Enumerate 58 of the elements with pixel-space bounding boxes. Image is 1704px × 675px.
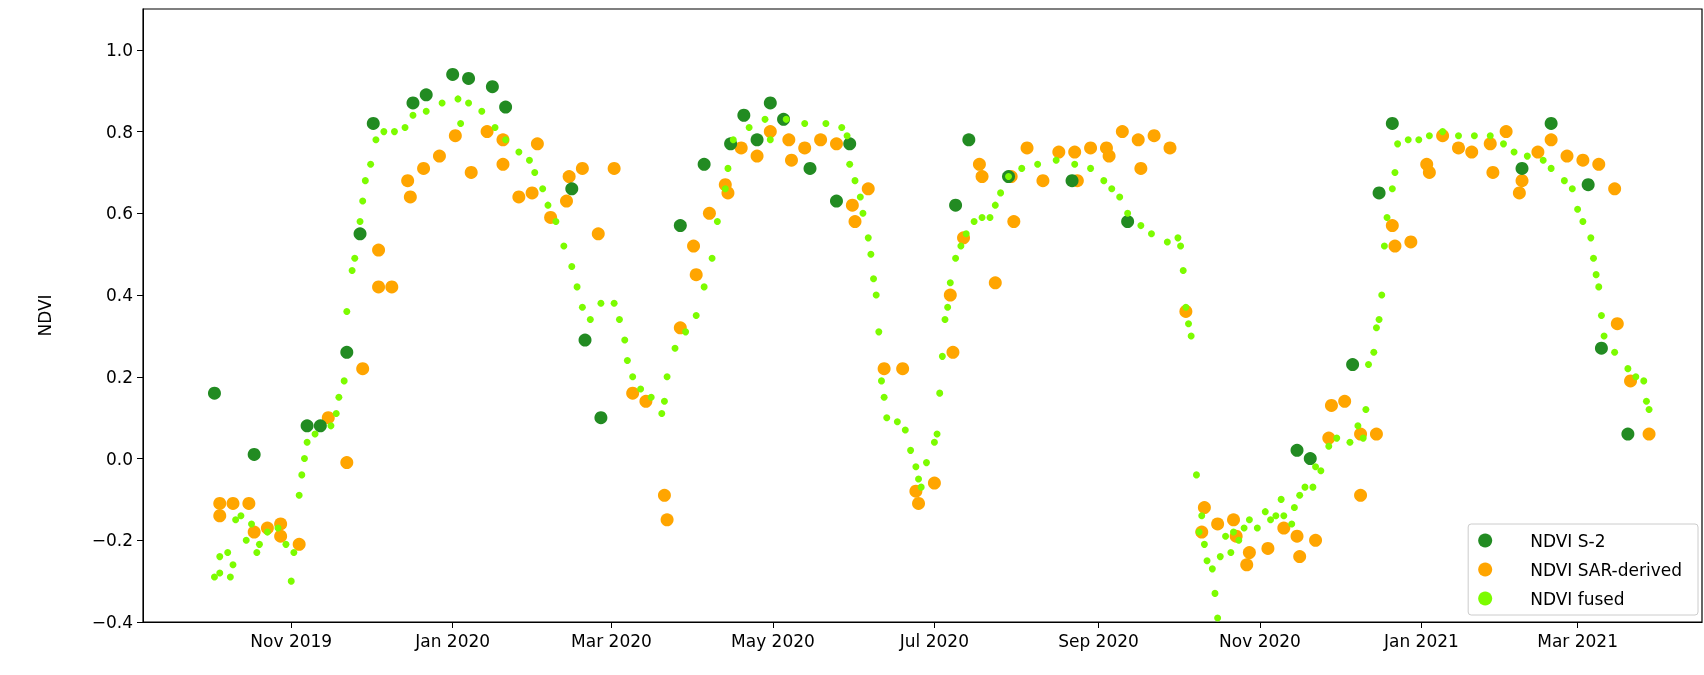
point [949, 198, 963, 212]
point [462, 71, 476, 85]
legend-label: NDVI fused [1530, 588, 1625, 609]
point [300, 419, 314, 433]
legend-label: NDVI S-2 [1530, 530, 1606, 551]
x-tick-label: Jul 2020 [898, 630, 969, 651]
point [499, 100, 513, 114]
point [1346, 358, 1360, 372]
point [353, 227, 367, 241]
point [406, 96, 420, 110]
x-tick-label: Sep 2020 [1058, 630, 1139, 651]
point [594, 411, 608, 425]
point [578, 333, 592, 347]
x-tick-label: Nov 2019 [250, 630, 333, 651]
point [962, 133, 976, 147]
y-axis-title: NDVI [34, 294, 55, 337]
point [247, 447, 261, 461]
point [1372, 186, 1386, 200]
point [1303, 452, 1317, 466]
x-tick-label: Mar 2020 [571, 630, 652, 651]
point [565, 182, 579, 196]
y-tick-label: 0.6 [105, 203, 133, 224]
point [763, 96, 777, 110]
x-tick-label: Nov 2020 [1219, 630, 1301, 651]
point [1544, 116, 1558, 130]
x-tick-label: Jan 2021 [1383, 630, 1459, 651]
y-tick-label: 0.8 [105, 121, 133, 142]
point [313, 419, 327, 433]
point [803, 161, 817, 175]
point [697, 157, 711, 171]
y-tick-label: 0.0 [105, 448, 133, 469]
point [1290, 443, 1304, 457]
y-tick-label: −0.2 [91, 530, 133, 551]
point [1385, 116, 1399, 130]
point [1515, 161, 1529, 175]
point [829, 194, 843, 208]
y-tick-label: −0.4 [91, 612, 133, 632]
point [737, 108, 751, 122]
legend-label: NDVI SAR-derived [1530, 559, 1683, 580]
y-tick-label: 1.0 [105, 39, 133, 60]
point [1581, 178, 1595, 192]
x-tick-label: Jan 2020 [414, 630, 491, 651]
x-tick-label: May 2020 [731, 630, 815, 651]
y-tick-label: 0.2 [105, 366, 133, 387]
point [485, 80, 499, 94]
point [419, 88, 433, 102]
point [446, 67, 460, 81]
point [366, 116, 380, 130]
point [340, 345, 354, 359]
x-tick-label: Mar 2021 [1537, 630, 1618, 651]
y-tick-label: 0.4 [105, 285, 133, 306]
point [750, 133, 764, 147]
point [843, 137, 857, 151]
point [1621, 427, 1635, 441]
point [207, 386, 221, 400]
point [1594, 341, 1608, 355]
point [1121, 215, 1135, 228]
point [673, 219, 687, 233]
